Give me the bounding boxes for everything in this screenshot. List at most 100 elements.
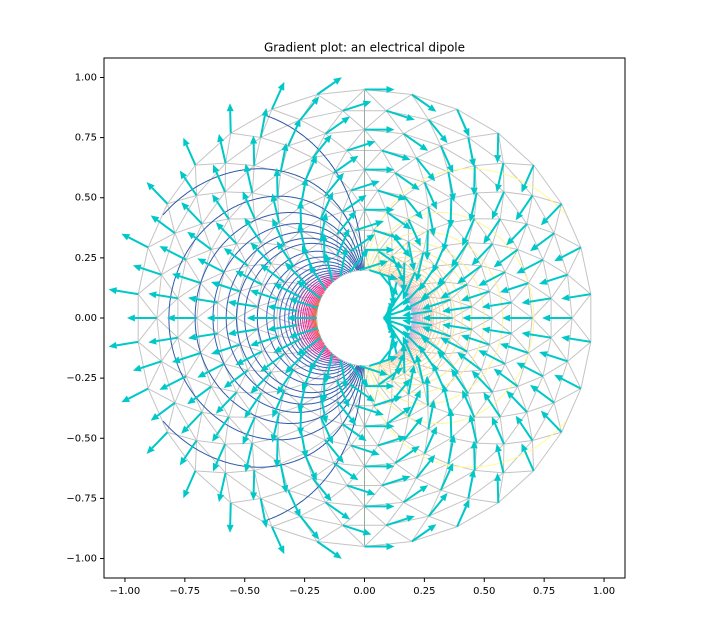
arrow-head — [276, 386, 284, 395]
arrow-head — [289, 331, 298, 339]
arrow-shaft — [405, 271, 416, 293]
mesh-edge — [567, 247, 582, 275]
mesh-edge — [428, 119, 469, 138]
mesh-edge — [531, 440, 535, 471]
mesh-edge — [174, 402, 197, 441]
mesh-edge — [500, 218, 528, 225]
arrow-shaft — [499, 248, 519, 264]
arrow-shaft — [449, 197, 453, 221]
mesh-edge — [325, 281, 333, 291]
mesh-edge — [325, 345, 333, 355]
arrow-head — [326, 435, 333, 445]
arrow-shaft — [494, 191, 505, 213]
mesh-edge — [492, 243, 518, 251]
arrow-shaft — [429, 298, 451, 308]
arrow-shaft — [244, 416, 256, 438]
arrow-head — [530, 384, 539, 393]
arrow-shaft — [386, 410, 406, 425]
arrow-shaft — [507, 345, 529, 354]
arrow-head — [402, 303, 412, 311]
mesh-edge — [480, 265, 490, 292]
arrow-head — [442, 322, 451, 330]
mesh-edge — [457, 351, 468, 373]
arrow-shaft — [299, 230, 307, 253]
arrow-shaft — [287, 125, 299, 147]
arrow-shaft — [265, 268, 285, 283]
arrow-head — [400, 284, 408, 293]
arrow-head — [148, 337, 157, 345]
mesh-edge — [196, 440, 226, 445]
mesh-edge — [147, 361, 162, 389]
mesh-edge — [488, 291, 493, 319]
mesh-edge — [533, 164, 562, 205]
arrow-shaft — [489, 329, 512, 335]
arrow-shaft — [497, 451, 505, 474]
arrow-shaft — [468, 336, 490, 346]
mesh-edge — [256, 284, 263, 307]
mesh-edge — [201, 218, 229, 225]
arrow-head — [289, 297, 298, 305]
arrow-shaft — [215, 443, 226, 465]
mesh-edge — [195, 470, 232, 504]
arrow-shaft — [265, 353, 285, 368]
arrow-shaft — [195, 298, 218, 304]
mesh-edge — [489, 271, 506, 292]
arrows — [108, 77, 591, 559]
arrow-shaft — [378, 371, 398, 386]
mesh-edge — [391, 401, 409, 418]
arrow-shaft — [456, 506, 468, 528]
arrow-shaft — [193, 385, 212, 401]
mesh-edge — [185, 352, 201, 377]
arrow-head — [388, 302, 395, 312]
arrow-head — [427, 524, 437, 532]
arrow-shaft — [444, 222, 451, 245]
arrow-head — [402, 310, 411, 318]
arrow-head — [342, 398, 350, 408]
mesh-edge — [528, 337, 552, 354]
arrow-shaft — [507, 282, 529, 291]
arrow-shaft — [426, 339, 446, 355]
arrow-head — [386, 422, 395, 430]
mesh-edge — [276, 317, 280, 337]
arrow-head — [244, 217, 252, 227]
arrow-shaft — [407, 218, 419, 240]
mesh-edge — [177, 297, 198, 319]
arrow-head — [360, 248, 369, 258]
mesh-edge — [528, 317, 533, 354]
mesh-edge — [260, 498, 301, 517]
mesh-edge — [526, 195, 533, 224]
mesh-edge — [411, 94, 458, 110]
arrow-head — [402, 325, 412, 333]
arrow-shaft — [446, 340, 468, 353]
arrow-shaft — [248, 223, 262, 244]
arrow-shaft — [464, 218, 476, 240]
arrow-shaft — [219, 472, 227, 495]
arrow-shaft — [373, 398, 395, 407]
mesh-edge — [504, 363, 519, 387]
arrow-head — [386, 246, 395, 254]
arrow-shaft — [303, 162, 315, 183]
arrow-head — [284, 365, 293, 374]
arrow-shaft — [312, 345, 327, 366]
mesh-edge — [391, 379, 409, 395]
mesh-edge — [504, 272, 512, 303]
arrow-shaft — [415, 157, 431, 176]
arrow-shaft — [402, 488, 423, 504]
mesh-edge — [480, 369, 493, 393]
mesh-edge — [236, 306, 258, 319]
arrow-head — [159, 383, 169, 390]
arrow-head — [471, 370, 480, 379]
mesh-edge — [224, 444, 227, 473]
mesh-edge — [251, 192, 256, 219]
mesh-edge — [147, 388, 168, 433]
mesh-edge — [271, 108, 301, 121]
mesh-edge — [466, 265, 482, 285]
arrow-shaft — [423, 182, 435, 203]
arrow-head — [409, 364, 416, 374]
arrow-head — [324, 374, 331, 383]
arrow-head — [421, 326, 431, 333]
mesh-edge — [210, 249, 225, 273]
x-tick-label: 0.25 — [413, 586, 435, 597]
arrow-shaft — [470, 421, 478, 444]
arrow-shaft — [140, 360, 162, 370]
